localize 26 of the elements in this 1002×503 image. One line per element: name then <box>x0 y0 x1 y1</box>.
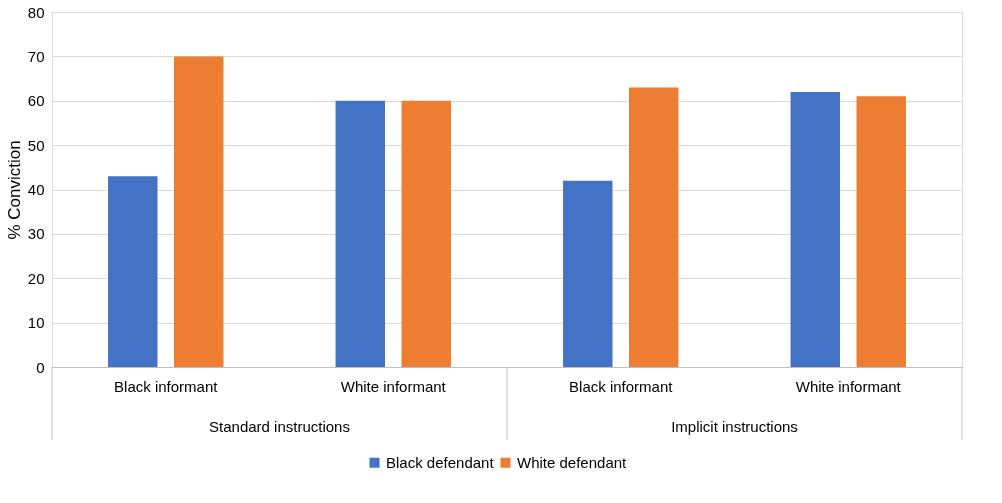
y-tick-label: 50 <box>27 136 45 154</box>
x-tick-label: White informant <box>340 377 447 395</box>
legend-label: White defendant <box>517 453 628 471</box>
text: Implicit instructions <box>671 418 798 435</box>
y-tick-label: 30 <box>27 225 45 243</box>
y-tick-label: 20 <box>27 269 45 287</box>
bar <box>628 87 679 367</box>
y-tick-label: 10 <box>27 314 45 332</box>
bar <box>335 100 386 367</box>
bar <box>401 100 451 367</box>
y-tick-label: 60 <box>27 92 45 110</box>
x-tick-label: Black informant <box>114 377 219 395</box>
y-tick-label: 70 <box>27 47 45 65</box>
y-tick-label: 80 <box>27 3 45 21</box>
bar <box>790 91 841 367</box>
y-tick-label: 40 <box>27 181 45 198</box>
bar <box>173 56 224 367</box>
bar <box>856 96 906 367</box>
y-tick-label: 0 <box>36 358 45 376</box>
legend-label: Black defendant <box>386 453 495 471</box>
bar <box>108 176 158 367</box>
text: Standard instructions <box>209 418 350 435</box>
x-tick-label: Black informant <box>569 377 674 395</box>
bar <box>563 180 613 367</box>
y-axis-title: % Conviction <box>4 140 24 240</box>
x-tick-label: White informant <box>795 377 902 395</box>
